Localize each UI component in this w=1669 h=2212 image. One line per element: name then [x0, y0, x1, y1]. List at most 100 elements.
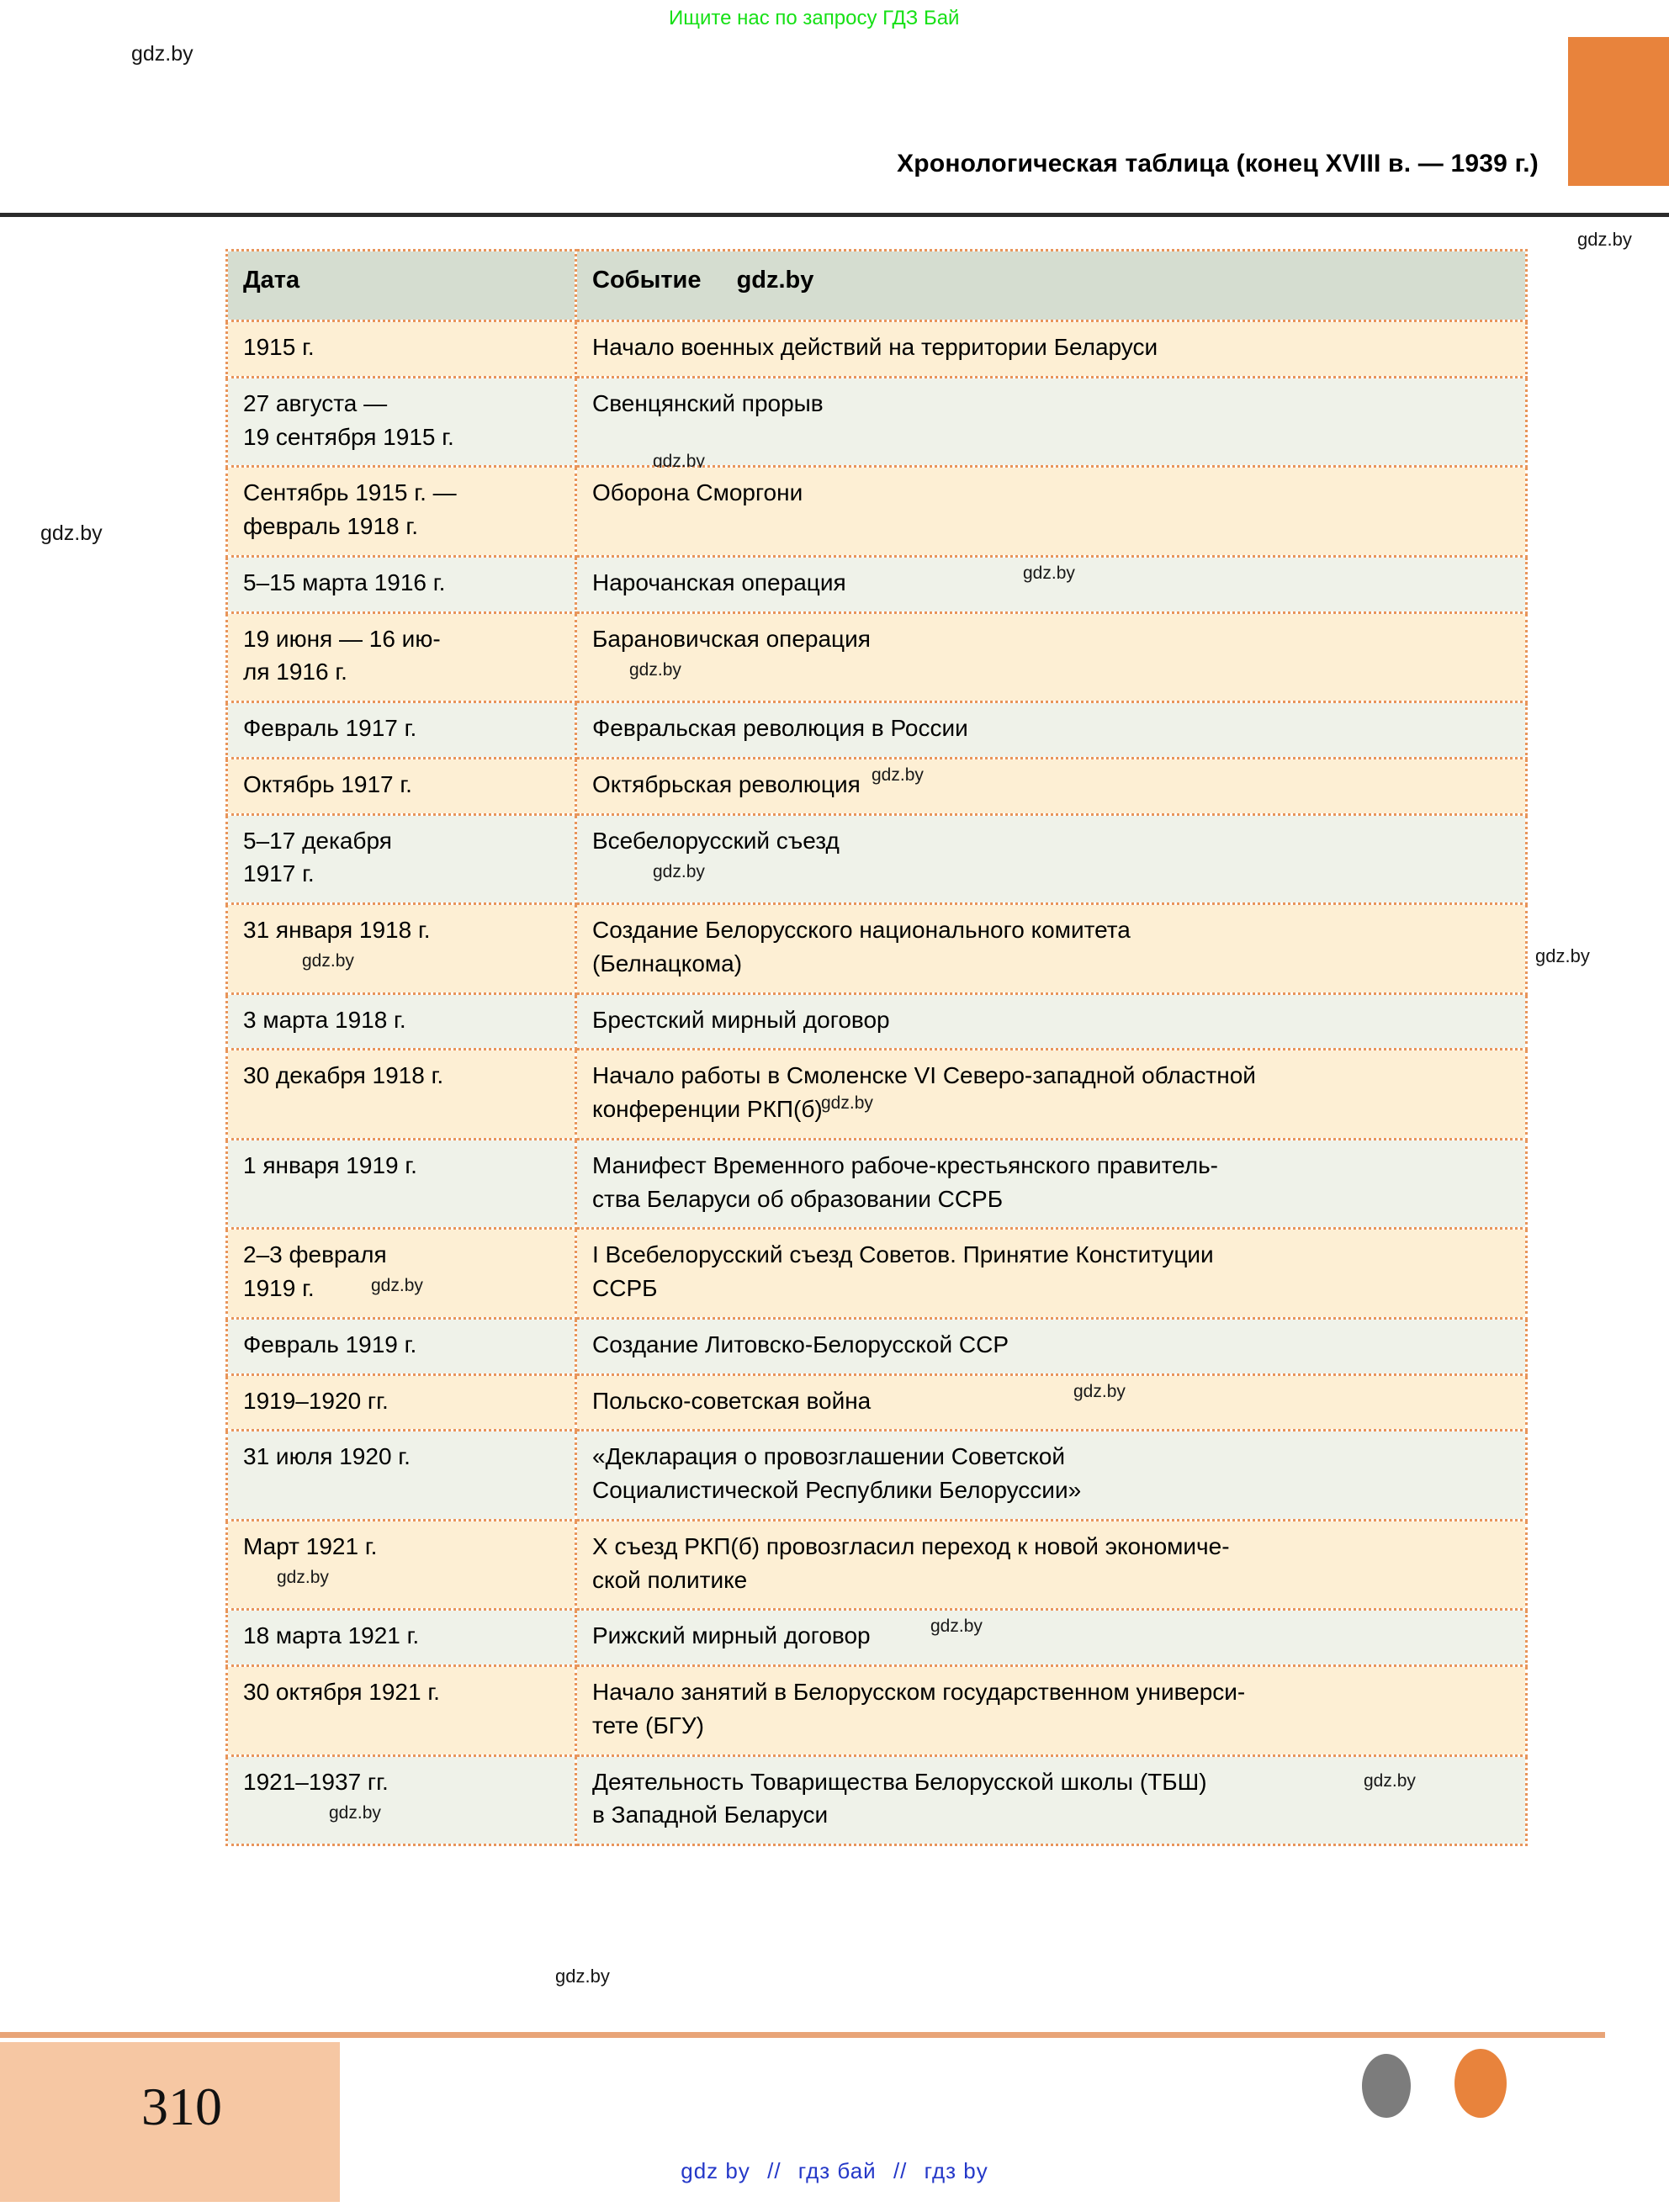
cell-date: 1 января 1919 г.	[225, 1137, 577, 1230]
cell-date: 31 января 1918 г. gdz.by	[225, 902, 577, 995]
cell-event-line: Деятельность Товарищества Белорусской шк…	[592, 1768, 1207, 1795]
cell-event-line: тете (БГУ)	[592, 1712, 704, 1738]
cell-event-line: (Белнацкома)	[592, 950, 743, 976]
cell-event-line: Брестский мирный договор	[592, 1006, 890, 1033]
cell-event: Манифест Временного рабоче-крестьянского…	[575, 1137, 1528, 1230]
footer-separator-1: //	[767, 2158, 782, 2183]
cell-date: Сентябрь 1915 г. — февраль 1918 г.	[225, 465, 577, 558]
cell-event: «Декларация о провозглашении Советской Со…	[575, 1429, 1528, 1521]
page-title: Хронологическая таблица (конец XVIII в. …	[897, 150, 1539, 177]
promo-banner-text: Ищите нас по запросу ГДЗ Бай	[669, 7, 960, 29]
cell-date-line: 19 июня — 16 ию-	[243, 625, 441, 652]
watermark-gdz: gdz.by	[629, 659, 681, 680]
header-divider	[0, 213, 1669, 217]
table-header-row: Дата Событие gdz.by	[225, 248, 1528, 323]
cell-date: Февраль 1917 г.	[225, 701, 577, 759]
cell-event-line: ства Беларуси об образовании ССРБ	[592, 1185, 1004, 1212]
cell-event: I Всебелорусский съезд Советов. Принятие…	[575, 1227, 1528, 1320]
cell-event-line: «Декларация о провозглашении Советской	[592, 1443, 1066, 1470]
cell-event-line: Начало военных действий на территории Бе…	[592, 334, 1158, 361]
cell-event-line: конференции РКП(б)	[592, 1096, 823, 1123]
cell-event: Деятельность Товарищества Белорусской шк…	[575, 1754, 1528, 1847]
cell-date-line: 27 августа —	[243, 389, 388, 416]
cell-event-line: Создание Белорусского национального коми…	[592, 917, 1131, 944]
cell-date: Февраль 1919 г.	[225, 1316, 577, 1376]
cell-date-line: 18 марта 1921 г.	[243, 1622, 420, 1649]
watermark-gdz: gdz.by	[1364, 1770, 1416, 1791]
watermark-gdz: gdz.by	[277, 1567, 329, 1587]
cell-event-line: в Западной Беларуси	[592, 1802, 829, 1828]
cell-date: 2–3 февраля 1919 г. gdz.by	[225, 1227, 577, 1320]
cell-date: 18 марта 1921 г.	[225, 1608, 577, 1668]
cell-event-line: Польско-советская война	[592, 1387, 872, 1414]
footer-link-1[interactable]: gdz by	[681, 2158, 750, 2183]
table-row: Март 1921 г. gdz.by X съезд РКП(б) провозг…	[225, 1518, 1528, 1611]
table-row: Февраль 1917 г. Февральская революция в Р…	[225, 701, 1528, 759]
table-row: 2–3 февраля 1919 г. gdz.by I Всебелорусский…	[225, 1227, 1528, 1320]
table-body: 1915 г. Начало военных действий на террит…	[225, 320, 1528, 1847]
cell-date: 1919–1920 гг.	[225, 1373, 577, 1432]
cell-date: 19 июня — 16 ию-ля 1916 г.	[225, 611, 577, 704]
cell-date: 5–15 марта 1916 г.	[225, 554, 577, 614]
column-header-event: Событие gdz.by	[575, 248, 1528, 323]
footer-separator-2: //	[893, 2158, 908, 2183]
table-row: 30 декабря 1918 г. Начало работы в Смолен…	[225, 1048, 1528, 1140]
cell-event-line: Барановичская операция	[592, 625, 871, 652]
table-row: 1919–1920 гг. Польско-советская война gdz.…	[225, 1373, 1528, 1432]
cell-date-line: февраль 1918 г.	[243, 513, 418, 540]
footer-link-2[interactable]: гдз бай	[797, 2158, 877, 2183]
table-row: 1 января 1919 г. Манифест Временного рабо…	[225, 1137, 1528, 1230]
cell-date-line: 30 декабря 1918 г.	[243, 1062, 444, 1089]
table-row: 31 июля 1920 г. «Декларация о провозглаше…	[225, 1429, 1528, 1521]
footer-divider	[0, 2032, 1605, 2038]
cell-event: Февральская революция в России	[575, 701, 1528, 759]
watermark-gdz: gdz.by	[1023, 563, 1075, 583]
column-header-date: Дата	[225, 248, 577, 323]
watermark-gdz: gdz.by	[131, 42, 193, 66]
watermark-gdz: gdz.by	[302, 951, 354, 971]
cell-event-line: I Всебелорусский съезд Советов. Принятие…	[592, 1241, 1214, 1268]
cell-event: Начало работы в Смоленске VI Северо-запа…	[575, 1048, 1528, 1140]
page-number-block	[0, 2042, 340, 2202]
cell-event-line: Манифест Временного рабоче-крестьянского…	[592, 1151, 1218, 1178]
cell-date-line: 5–17 декабря	[243, 827, 392, 854]
table-row: Октябрь 1917 г. Октябрьская революция gdz.…	[225, 756, 1528, 816]
table-row: 3 марта 1918 г. Брестский мирный договор	[225, 992, 1528, 1051]
cell-date: Октябрь 1917 г.	[225, 756, 577, 816]
cell-event-line: Создание Литовско-Белорусской ССР	[592, 1331, 1009, 1357]
cell-event-line: Октябрьская революция	[592, 770, 861, 797]
decoration-gray-dot	[1362, 2054, 1411, 2118]
watermark-gdz: gdz.by	[329, 1802, 381, 1823]
page-number: 310	[141, 2077, 222, 2136]
cell-date-line: 3 марта 1918 г.	[243, 1006, 406, 1033]
cell-date-line: Февраль 1919 г.	[243, 1331, 417, 1357]
table-row: 19 июня — 16 ию-ля 1916 г. Барановичская …	[225, 611, 1528, 704]
cell-date: 1915 г.	[225, 320, 577, 378]
cell-date-line: 5–15 марта 1916 г.	[243, 569, 446, 595]
cell-date-line: Февраль 1917 г.	[243, 715, 417, 742]
cell-event: Рижский мирный договор gdz.by	[575, 1608, 1528, 1668]
cell-event: Создание Белорусского национального коми…	[575, 902, 1528, 995]
cell-event: Барановичская операция gdz.by	[575, 611, 1528, 704]
cell-date-line: 1919–1920 гг.	[243, 1387, 389, 1414]
cell-event-line: Социалистической Республики Белоруссии»	[592, 1477, 1082, 1504]
cell-date: 30 октября 1921 г.	[225, 1664, 577, 1757]
decoration-orange-dot	[1454, 2049, 1507, 2118]
table-row: 18 марта 1921 г. Рижский мирный договор gd…	[225, 1608, 1528, 1668]
cell-date-line: ля 1916 г.	[243, 659, 347, 685]
watermark-gdz: gdz.by	[736, 267, 814, 294]
cell-date-line: 1 января 1919 г.	[243, 1151, 417, 1178]
cell-date-line: 1921–1937 гг.	[243, 1768, 389, 1795]
watermark-gdz: gdz.by	[1073, 1381, 1126, 1401]
table-row: 1915 г. Начало военных действий на террит…	[225, 320, 1528, 378]
column-header-event-label: Событие	[592, 267, 702, 294]
chronology-table: Дата Событие gdz.by 1915 г. Начало военны…	[225, 248, 1528, 1847]
table-row: Сентябрь 1915 г. — февраль 1918 г. Оборона…	[225, 465, 1528, 558]
cell-event: Оборона Сморгони	[575, 465, 1528, 558]
table-row: 27 августа — 19 сентября 1915 г. Свенцянск…	[225, 375, 1528, 471]
footer-links[interactable]: gdz by // гдз бай // гдз by	[0, 2158, 1669, 2184]
cell-date: 31 июля 1920 г.	[225, 1429, 577, 1521]
footer-link-3[interactable]: гдз by	[924, 2158, 988, 2183]
cell-event-line: Начало занятий в Белорусском государстве…	[592, 1679, 1246, 1706]
cell-date: 30 декабря 1918 г.	[225, 1048, 577, 1140]
